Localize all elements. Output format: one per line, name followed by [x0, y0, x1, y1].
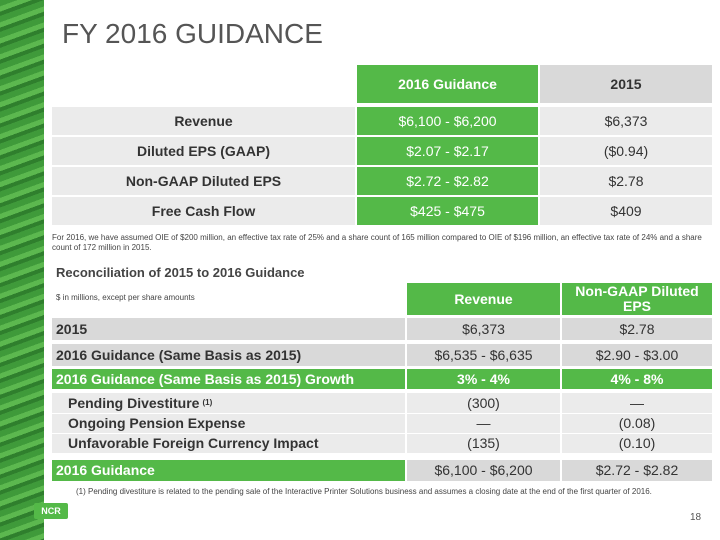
header-cell: Non-GAAP Diluted EPS	[562, 283, 712, 315]
row-label: Non-GAAP Diluted EPS	[52, 167, 355, 195]
value-cell: ($0.94)	[540, 137, 712, 165]
page-number: 18	[690, 512, 702, 523]
row-label: Ongoing Pension Expense	[52, 414, 405, 433]
label-text: Pending Divestiture	[68, 394, 200, 411]
header-cell: Revenue	[407, 283, 560, 315]
value-cell: $6,100 - $6,200	[407, 460, 560, 481]
row-label: 2016 Guidance (Same Basis as 2015) Growt…	[52, 369, 405, 389]
reconciliation-title: Reconciliation of 2015 to 2016 Guidance	[56, 265, 305, 280]
value-cell: $6,373	[540, 107, 712, 135]
value-cell: $6,100 - $6,200	[357, 107, 538, 135]
value-cell: $2.78	[562, 318, 712, 340]
value-cell: —	[562, 393, 712, 413]
row-label: Free Cash Flow	[52, 197, 355, 225]
slide-title: FY 2016 GUIDANCE	[62, 18, 323, 49]
value-cell: 4% - 8%	[562, 369, 712, 389]
value-cell: $6,535 - $6,635	[407, 344, 560, 366]
label-text: 2016 Guidance (Same Basis as 2015) Growt…	[56, 370, 355, 387]
row-label: 2016 Guidance (Same Basis as 2015)	[52, 344, 405, 366]
guidance-note: For 2016, we have assumed OIE of $200 mi…	[52, 233, 702, 253]
row-label: 2016 Guidance	[52, 460, 405, 481]
value-cell: $2.72 - $2.82	[562, 460, 712, 481]
value-cell: (135)	[407, 434, 560, 453]
label-text: Unfavorable Foreign Currency Impact	[68, 435, 319, 452]
row-label: Unfavorable Foreign Currency Impact	[52, 434, 405, 453]
value-cell: $2.90 - $3.00	[562, 344, 712, 366]
value-cell: (300)	[407, 393, 560, 413]
value-cell: —	[407, 414, 560, 433]
label-text: Ongoing Pension Expense	[68, 415, 246, 432]
value-cell: 3% - 4%	[407, 369, 560, 389]
logo: NCR	[34, 503, 68, 519]
value-cell: $6,373	[407, 318, 560, 340]
header-cell: 2016 Guidance	[357, 65, 538, 103]
row-label: Revenue	[52, 107, 355, 135]
label-text: 2016 Guidance (Same Basis as 2015)	[56, 346, 302, 363]
value-cell: (0.10)	[562, 434, 712, 453]
value-cell: $425 - $475	[357, 197, 538, 225]
row-label: Pending Divestiture (1)	[52, 393, 405, 413]
units-note: $ in millions, except per share amounts	[56, 293, 195, 302]
row-label: 2015	[52, 318, 405, 340]
value-cell: $2.07 - $2.17	[357, 137, 538, 165]
value-cell: (0.08)	[562, 414, 712, 433]
label-text: 2016 Guidance	[56, 462, 155, 479]
reconciliation-note: (1) Pending divestiture is related to th…	[76, 487, 652, 496]
header-cell: 2015	[540, 65, 712, 103]
footnote-marker: (1)	[202, 397, 213, 407]
row-label: Diluted EPS (GAAP)	[52, 137, 355, 165]
value-cell: $2.72 - $2.82	[357, 167, 538, 195]
value-cell: $2.78	[540, 167, 712, 195]
label-text: 2015	[56, 320, 88, 337]
decorative-strip	[0, 0, 44, 540]
value-cell: $409	[540, 197, 712, 225]
